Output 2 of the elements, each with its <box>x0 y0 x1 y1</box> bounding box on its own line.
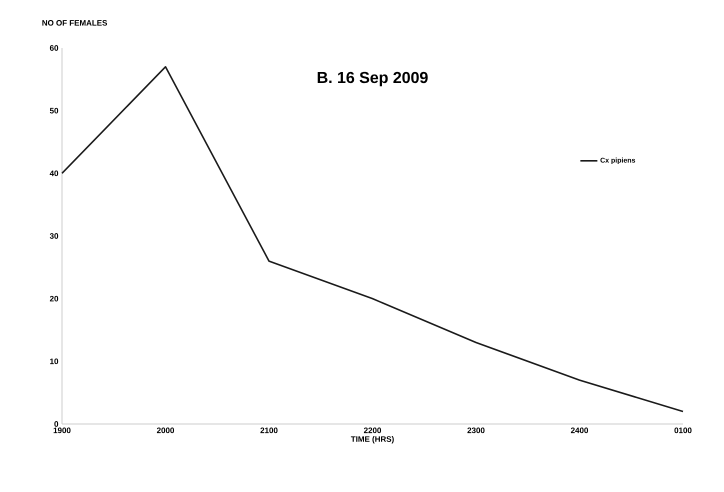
line-series <box>61 66 684 412</box>
text: B. 16 Sep 2009 <box>318 72 428 86</box>
